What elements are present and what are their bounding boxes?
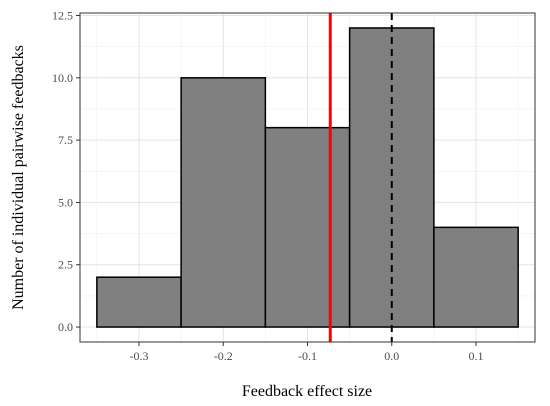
- histogram-bar: [433, 226, 519, 328]
- y-axis-title: Number of individual pairwise feedbacks: [10, 45, 27, 310]
- x-tick-label: -0.2: [214, 349, 233, 363]
- histogram-bar: [96, 276, 182, 328]
- y-tick-label: 0.0: [58, 320, 73, 334]
- y-tick-label: 10.0: [52, 71, 73, 85]
- x-axis-title: Feedback effect size: [242, 383, 372, 400]
- y-tick-label: 2.5: [58, 258, 73, 272]
- y-tick-label: 5.0: [58, 195, 73, 209]
- y-axis-ticks: 0.0 2.5 5.0 7.5 10.0 12.5: [52, 8, 80, 334]
- y-tick-label: 12.5: [52, 8, 73, 22]
- histogram-bar: [264, 126, 351, 328]
- reference-lines: [328, 13, 393, 342]
- x-tick-label: 0.0: [384, 349, 399, 363]
- x-tick-label: -0.1: [298, 349, 317, 363]
- x-tick-label: -0.3: [129, 349, 148, 363]
- x-axis-ticks: -0.3 -0.2 -0.1 0.0 0.1: [129, 342, 484, 363]
- histogram-bar: [180, 77, 267, 328]
- x-tick-label: 0.1: [469, 349, 484, 363]
- y-tick-label: 7.5: [58, 133, 73, 147]
